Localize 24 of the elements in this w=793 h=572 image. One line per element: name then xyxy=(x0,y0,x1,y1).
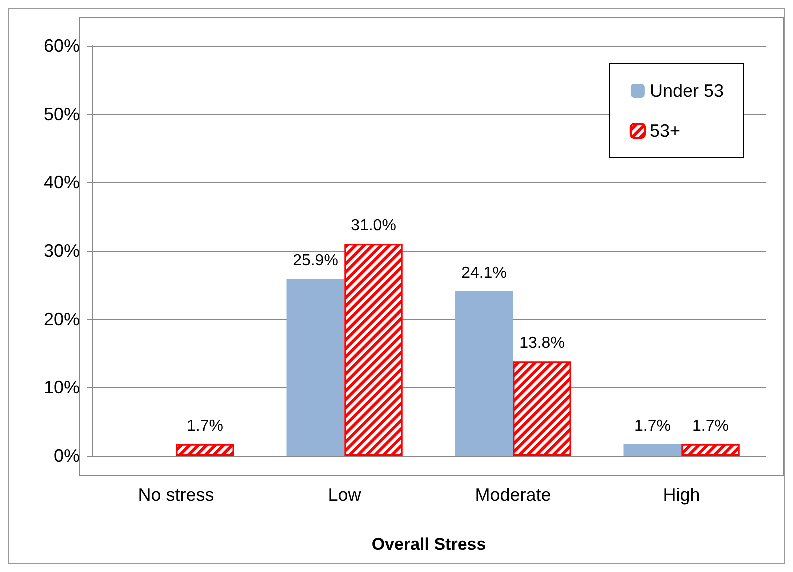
legend-label: Under 53 xyxy=(650,81,724,101)
data-label: 1.7% xyxy=(634,418,671,435)
x-tick-label: No stress xyxy=(138,485,214,505)
x-tick-label: Moderate xyxy=(475,485,552,505)
x-tick-label: High xyxy=(663,485,700,505)
y-tick-label: 0% xyxy=(54,446,80,466)
data-label: 1.7% xyxy=(187,418,224,435)
data-label: 25.9% xyxy=(293,252,338,270)
x-axis-title: Overall Stress xyxy=(372,535,486,554)
y-tick-label: 10% xyxy=(44,378,80,398)
data-label: 24.1% xyxy=(462,264,507,282)
data-label: 13.8% xyxy=(520,335,565,352)
y-tick-label: 40% xyxy=(44,172,80,193)
y-tick-label: 60% xyxy=(44,36,80,56)
data-label: 1.7% xyxy=(692,418,729,435)
data-label: 31.0% xyxy=(351,218,396,235)
y-tick-label: 20% xyxy=(44,309,80,330)
y-tick-label: 30% xyxy=(44,241,80,261)
bar xyxy=(624,444,682,456)
bar xyxy=(286,279,345,456)
legend-label: 53+ xyxy=(650,121,680,141)
bar xyxy=(455,291,514,456)
y-tick-label: 50% xyxy=(44,104,80,124)
x-tick-label: Low xyxy=(328,485,362,505)
